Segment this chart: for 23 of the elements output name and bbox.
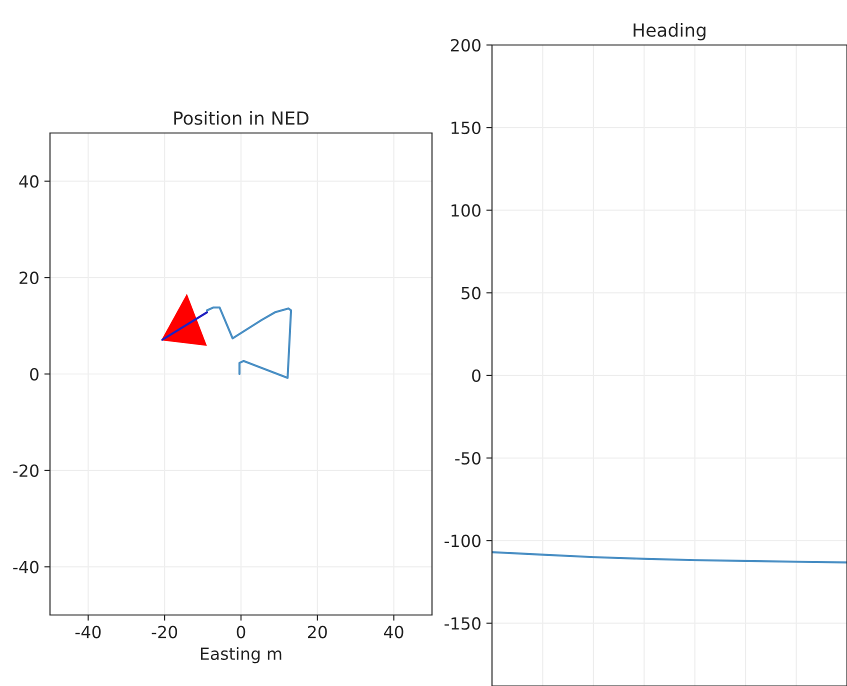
- y-tick-label: -40: [13, 560, 38, 574]
- y-tick-label: -150: [444, 617, 480, 630]
- y-tick-label: 20: [20, 272, 38, 284]
- chart-title: Position in NED: [174, 110, 308, 125]
- line-series: [492, 551, 847, 564]
- x-tick-label: -20: [152, 626, 178, 638]
- x-tick-label: 40: [384, 626, 404, 638]
- y-tick-label: 0: [30, 368, 38, 381]
- x-axis-title: Easting m: [201, 647, 282, 664]
- y-tick-label: 50: [462, 286, 480, 300]
- y-tick-label: -20: [13, 464, 38, 477]
- y-tick-label: -50: [455, 452, 480, 465]
- x-tick-label: 0: [236, 626, 246, 638]
- y-tick-label: 200: [450, 38, 480, 52]
- x-tick-label: -40: [75, 626, 101, 638]
- y-tick-label: 40: [19, 175, 38, 188]
- y-tick-label: -100: [444, 534, 480, 548]
- x-tick-label: 20: [308, 626, 327, 638]
- line-series: [206, 306, 292, 379]
- y-tick-label: 100: [452, 204, 480, 217]
- y-tick-label: 0: [472, 369, 480, 382]
- y-tick-label: 150: [452, 122, 480, 134]
- chart-title: Heading: [634, 22, 706, 40]
